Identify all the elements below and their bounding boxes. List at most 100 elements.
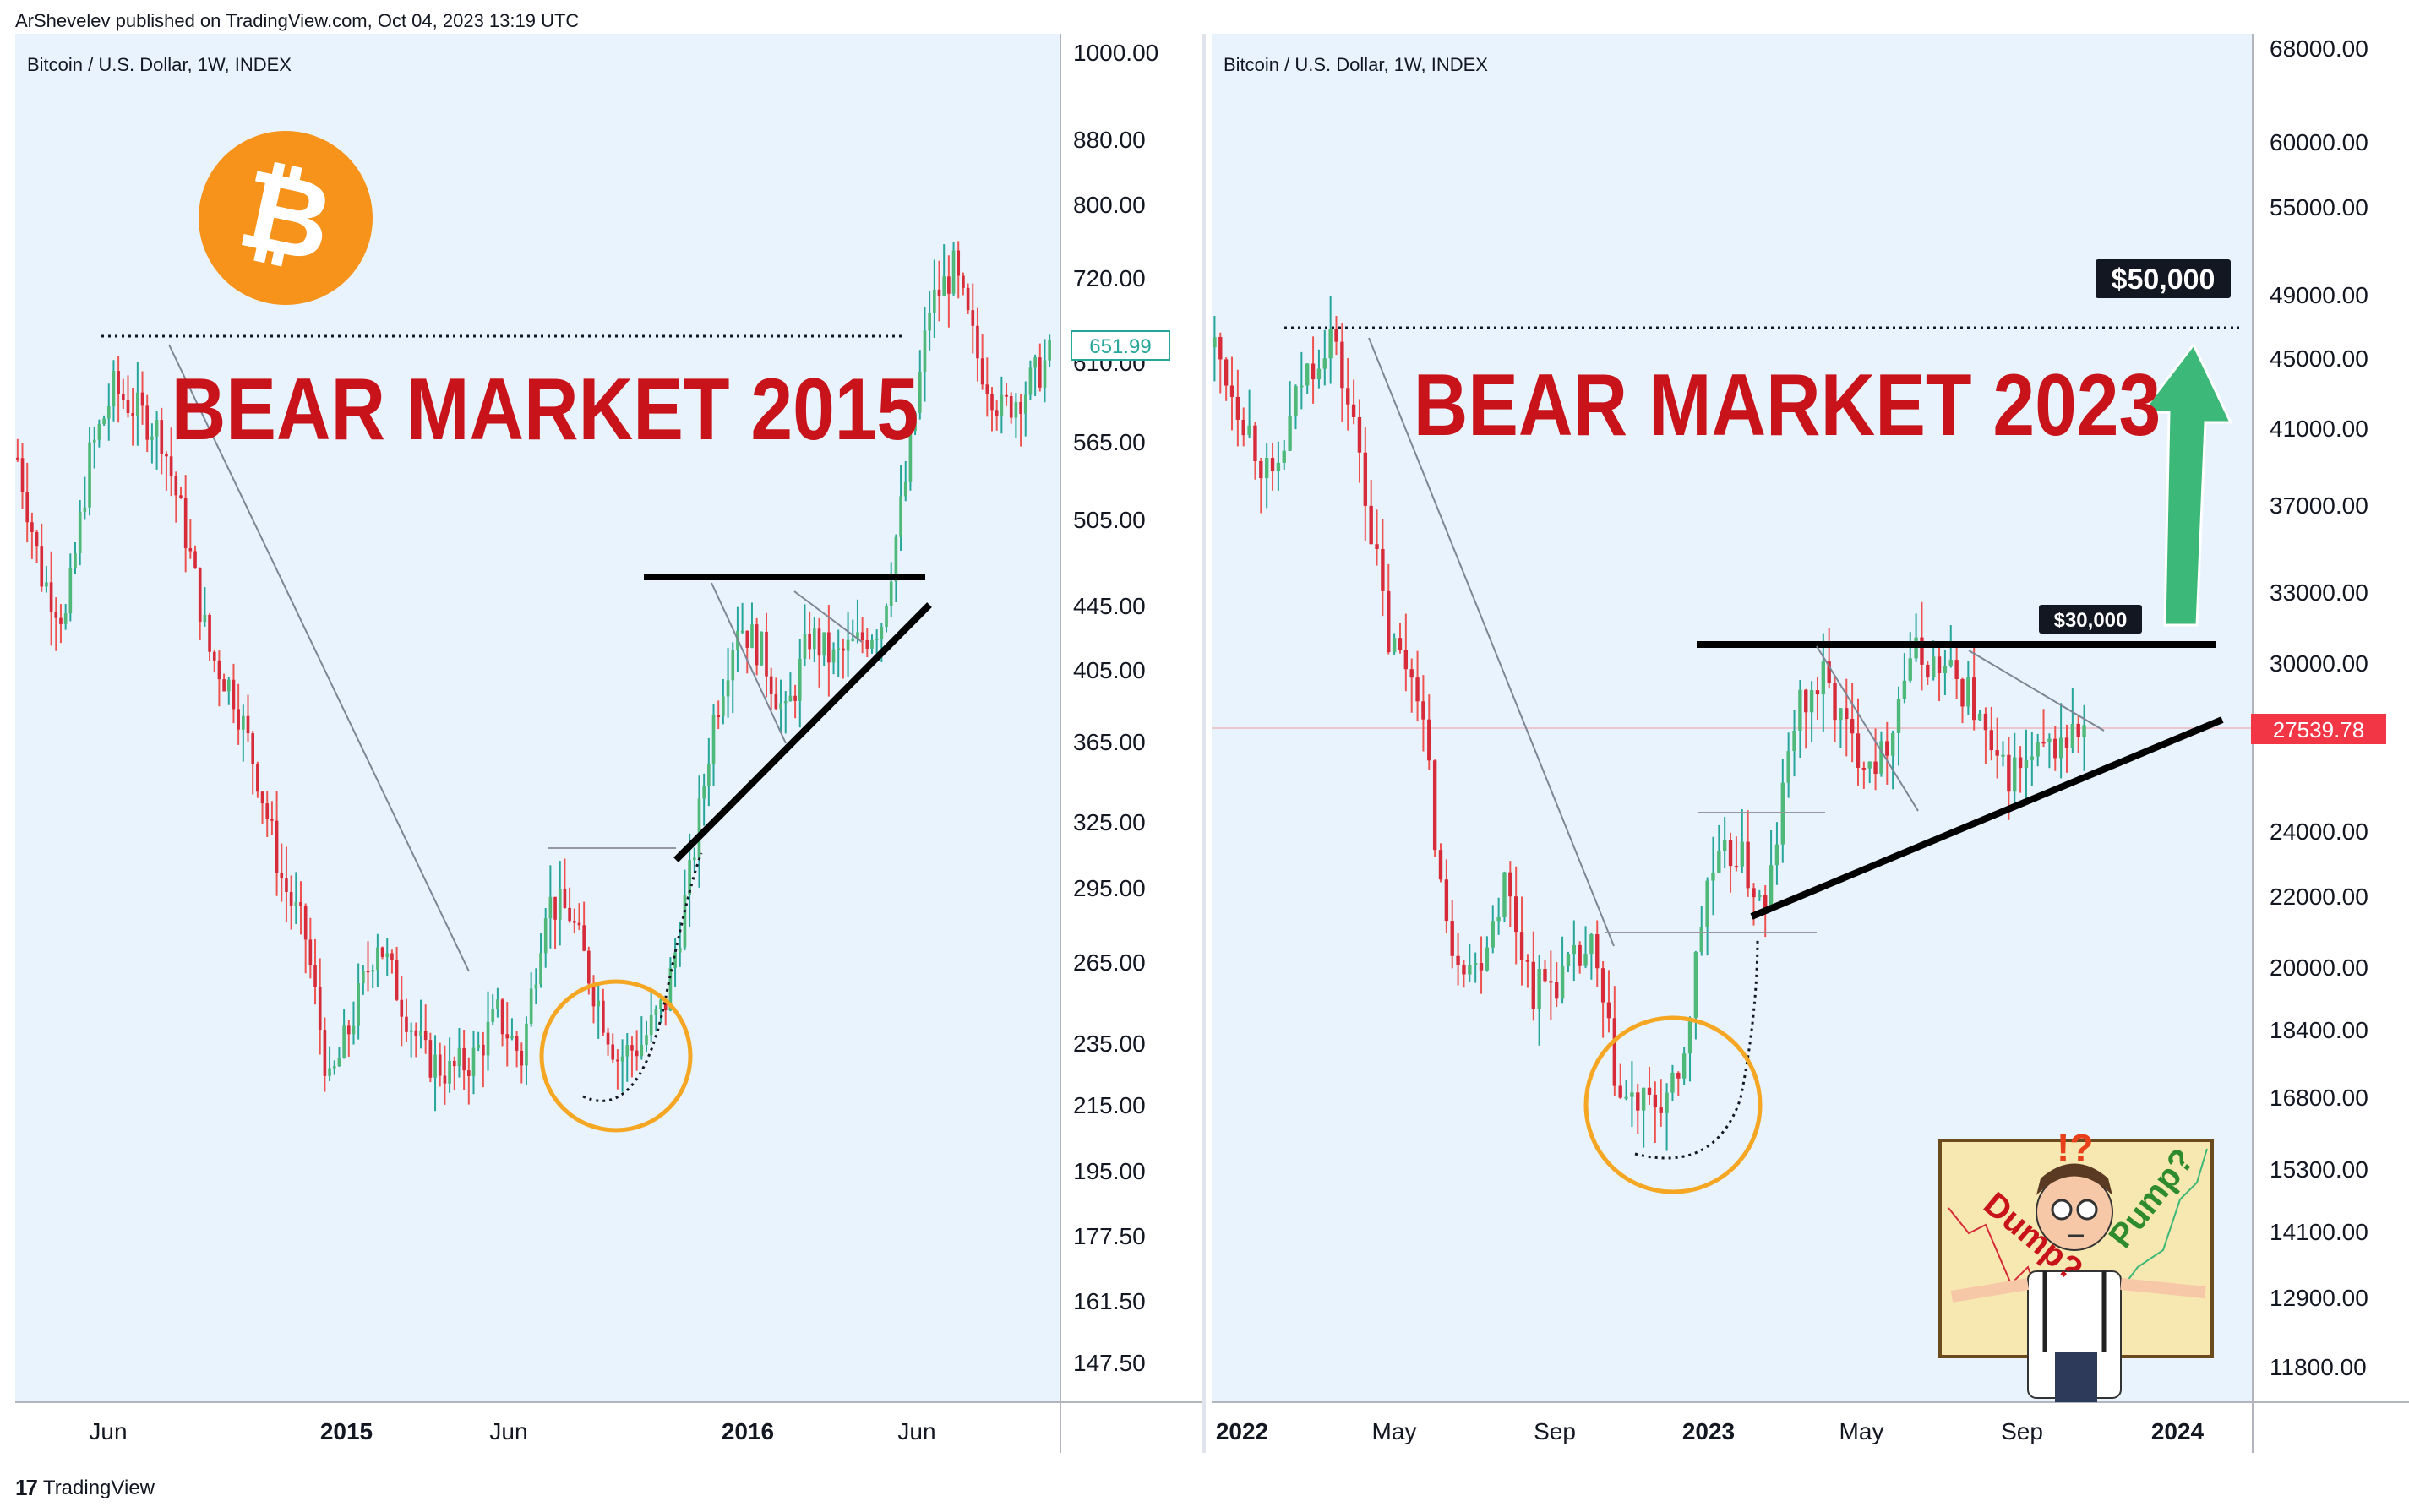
candle-body-right: [1902, 680, 1907, 699]
candle-body-left: [83, 507, 87, 512]
candle-body-left: [760, 631, 764, 666]
candle-body-left: [856, 632, 859, 639]
candle-body-left: [529, 988, 533, 1024]
candle-body-right: [1740, 841, 1744, 867]
candle-body-left: [1043, 360, 1047, 388]
candle-body-left: [1014, 401, 1018, 418]
candle-body-left: [486, 1021, 490, 1056]
candle-body-right: [1758, 895, 1762, 898]
candle-body-right: [1537, 969, 1541, 1009]
candle-body-left: [774, 693, 778, 710]
candle-body-right: [1867, 761, 1872, 769]
candle-body-left: [1019, 401, 1022, 414]
candle-body-left: [534, 984, 538, 989]
target-price-label: $50,000: [2112, 264, 2216, 296]
candle-body-left: [726, 680, 730, 697]
candle-body-left: [409, 1030, 413, 1032]
candle-body-right: [1943, 666, 1948, 673]
x-tick-label-left: Jun: [89, 1418, 127, 1444]
y-tick-label-left: 365.00: [1073, 729, 1146, 755]
chart-panel-left[interactable]: Bitcoin / U.S. Dollar, 1W, INDEX 1000.00…: [15, 34, 1206, 1453]
y-tick-label-right: 68000.00: [2270, 35, 2368, 62]
plot-area-left[interactable]: [15, 34, 1060, 1402]
candle-body-right: [1473, 963, 1478, 965]
candle-body-right: [1450, 921, 1454, 956]
y-tick-label-right: 22000.00: [2270, 884, 2368, 910]
candle-body-left: [889, 581, 893, 606]
bitcoin-logo-icon: ₿: [199, 131, 373, 305]
candle-body-right: [1960, 679, 1965, 707]
candle-body-left: [112, 371, 116, 407]
candle-body-left: [63, 613, 68, 624]
y-tick-label-left: 235.00: [1073, 1031, 1146, 1057]
candle-body-left: [913, 412, 917, 432]
candle-body-right: [1752, 888, 1756, 898]
candle-body-left: [242, 715, 245, 730]
candle-body-left: [740, 630, 744, 633]
y-tick-label-left: 161.50: [1073, 1288, 1146, 1314]
candle-body-left: [563, 889, 567, 908]
resistance-price-tag: $30,000: [2039, 605, 2142, 634]
y-tick-label-left: 720.00: [1073, 265, 1146, 291]
candle-body-left: [702, 786, 706, 799]
last-price-label-left: 651.99: [1089, 335, 1151, 358]
y-tick-label-left: 505.00: [1073, 507, 1146, 533]
candle-body-right: [1398, 638, 1403, 650]
candle-body-left: [846, 639, 850, 651]
chart-panel-right[interactable]: Bitcoin / U.S. Dollar, 1W, INDEX 68000.0…: [1212, 34, 2409, 1453]
candle-body-left: [433, 1054, 437, 1078]
candle-body-left: [160, 420, 164, 454]
candle-body-right: [1954, 660, 1959, 680]
candle-body-right: [1774, 844, 1779, 866]
last-price-tag-right: 27539.78: [2251, 714, 2386, 744]
y-tick-label-right: 18400.00: [2270, 1017, 2368, 1043]
candle-body-right: [1815, 690, 1820, 695]
candle-body-left: [299, 902, 302, 906]
candle-body-left: [543, 918, 548, 954]
candle-body-left: [822, 632, 826, 656]
candle-body-right: [1798, 689, 1802, 731]
candle-body-right: [1763, 895, 1768, 909]
candle-body-left: [117, 371, 120, 394]
candle-body-left: [342, 1025, 346, 1058]
candle-body-right: [1769, 865, 1774, 909]
candle-body-right: [1438, 850, 1443, 880]
x-tick-label-right: 2023: [1682, 1418, 1735, 1444]
candle-body-left: [515, 1036, 519, 1051]
candle-body-right: [1247, 425, 1251, 436]
candle-body-right: [1525, 960, 1530, 962]
candle-body-right: [1456, 955, 1460, 965]
candle-body-left: [903, 481, 907, 497]
candle-body-left: [1005, 394, 1008, 397]
x-tick-label-left: 2016: [722, 1418, 774, 1444]
candle-body-right: [1387, 590, 1391, 653]
candle-body-right: [1804, 689, 1808, 713]
candle-body-right: [1983, 713, 1988, 731]
candle-body-left: [827, 632, 831, 663]
y-tick-label-right: 30000.00: [2270, 650, 2368, 677]
candle-body-right: [1259, 460, 1263, 479]
descending-trendline-left: [168, 344, 470, 972]
candle-body-right: [1890, 732, 1895, 756]
candle-body-right: [1213, 337, 1217, 348]
candle-body-right: [1560, 965, 1565, 999]
candle-body-right: [1746, 841, 1750, 889]
candle-body-left: [663, 999, 668, 1011]
candle-body-right: [1316, 368, 1322, 380]
y-tick-label-right: 37000.00: [2270, 492, 2368, 519]
candle-body-right: [1241, 419, 1245, 436]
candle-body-left: [106, 406, 111, 419]
candle-body-right: [1363, 452, 1368, 506]
candle-body-right: [1786, 751, 1790, 783]
candle-body-left: [880, 627, 884, 639]
up-arrow-icon: [2139, 342, 2233, 627]
candle-body-left: [92, 439, 96, 443]
candle-body-left: [711, 715, 716, 765]
candle-body-right: [1392, 638, 1397, 653]
candle-body-left: [74, 553, 77, 568]
candle-body-right: [1294, 386, 1298, 417]
candle-body-right: [1282, 450, 1286, 463]
candle-body-right: [1920, 637, 1924, 665]
candle-body-left: [985, 384, 989, 394]
